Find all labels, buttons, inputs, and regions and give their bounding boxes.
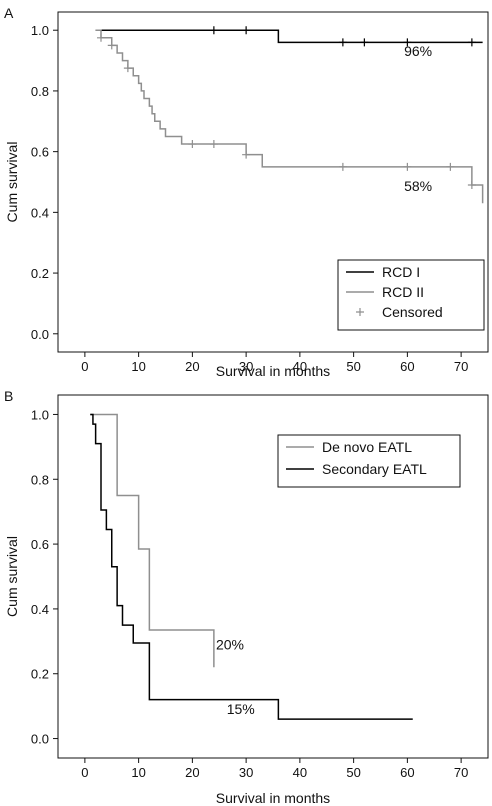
panel-letter: A [4, 5, 14, 21]
y-tick-label: 0.4 [31, 205, 49, 220]
x-tick-label: 50 [346, 765, 360, 780]
legend-box [277, 434, 461, 488]
y-axis-title: Cum survival [4, 536, 20, 617]
y-tick-label: 0.2 [31, 667, 49, 682]
censored-mark [123, 64, 132, 73]
survival-curve-secondary-eatl [90, 413, 413, 720]
censored-mark [338, 162, 347, 171]
x-tick-label: 10 [131, 359, 145, 374]
y-axis-title: Cum survival [4, 142, 20, 223]
censored-mark [338, 38, 347, 47]
y-tick-label: 0.0 [31, 732, 49, 747]
x-axis-title: Survival in months [216, 363, 330, 379]
y-tick-label: 0.8 [31, 84, 49, 99]
survival-chart-eatl: B 0 10 20 30 40 50 60 70 0.0 0.2 0.4 0.6 0.8 1.0 Surviv… [4, 388, 489, 806]
y-tick-label: 0.8 [31, 472, 49, 487]
plot-frame [57, 394, 489, 759]
x-tick-label: 20 [185, 765, 199, 780]
legend-label: De novo EATL [322, 439, 412, 455]
y-tick-label: 0.6 [31, 145, 49, 160]
x-tick-label: 70 [454, 765, 468, 780]
y-tick-label: 0.2 [31, 266, 49, 281]
legend-label: RCD II [382, 284, 424, 300]
legend-label: Censored [382, 304, 443, 320]
annotation-label: 96% [404, 43, 432, 59]
censored-mark [467, 181, 476, 190]
x-tick-label: 40 [293, 765, 307, 780]
legend-label: Secondary EATL [322, 461, 427, 477]
y-tick-label: 0.0 [31, 327, 49, 342]
x-tick-label: 30 [239, 359, 253, 374]
x-tick-label: 50 [346, 359, 360, 374]
censored-mark [209, 140, 218, 149]
survival-chart-rcd: A 0 10 20 30 40 50 60 70 0.0 0.2 0.4 0.6 0.8 1.0 Surviv… [4, 5, 489, 379]
y-tick-label: 0.4 [31, 602, 49, 617]
legend-swatch-censored [356, 308, 364, 316]
censored-mark [97, 33, 105, 42]
x-tick-label: 0 [81, 359, 88, 374]
x-axis-title: Survival in months [216, 790, 330, 806]
censored-mark [403, 162, 412, 171]
x-tick-label: 40 [293, 359, 307, 374]
censored-mark [242, 26, 251, 35]
x-tick-label: 70 [454, 359, 468, 374]
y-tick-label: 0.6 [31, 537, 49, 552]
annotation-label: 20% [216, 636, 244, 652]
y-tick-label: 1.0 [31, 407, 49, 422]
censored-mark [242, 150, 251, 159]
censored-mark [446, 162, 455, 171]
annotation-label: 58% [404, 178, 432, 194]
censored-mark [188, 140, 197, 149]
legend-label: RCD I [382, 264, 420, 280]
x-tick-label: 20 [185, 359, 199, 374]
censored-mark [360, 38, 369, 47]
annotation-label: 15% [227, 701, 255, 717]
censored-mark [467, 38, 476, 47]
survival-curve-rcd-i [95, 29, 483, 44]
x-tick-label: 60 [400, 359, 414, 374]
panel-letter: B [4, 388, 13, 404]
censored-mark [403, 38, 412, 47]
x-tick-label: 10 [131, 765, 145, 780]
y-tick-label: 1.0 [31, 23, 49, 38]
censored-mark [209, 26, 218, 35]
censored-mark [107, 41, 116, 50]
x-tick-label: 60 [400, 765, 414, 780]
x-tick-label: 0 [81, 765, 88, 780]
plot-frame [57, 11, 489, 353]
x-tick-label: 30 [239, 765, 253, 780]
survival-curve-de-novo-eatl [90, 413, 215, 668]
